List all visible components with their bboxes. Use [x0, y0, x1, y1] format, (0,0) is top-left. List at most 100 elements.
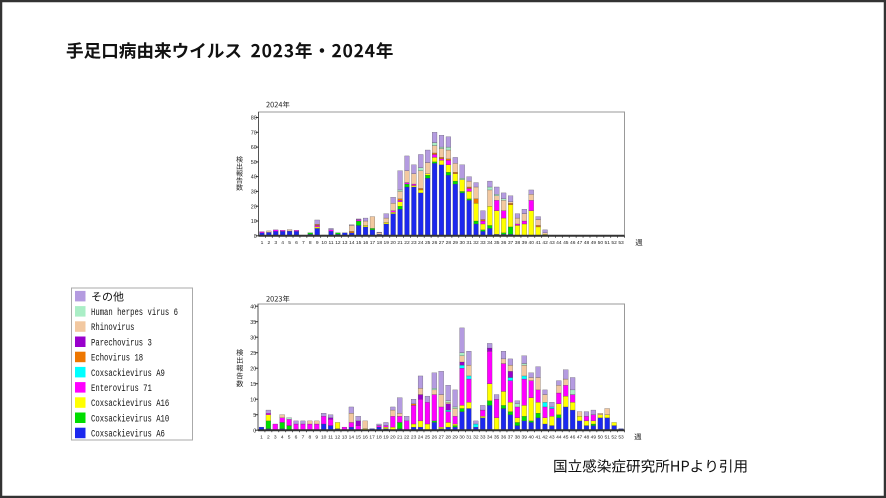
svg-text:18: 18: [377, 240, 383, 246]
svg-text:60: 60: [251, 145, 257, 151]
svg-text:19: 19: [383, 435, 389, 441]
svg-text:36: 36: [501, 240, 507, 246]
svg-text:52: 52: [611, 435, 617, 441]
svg-text:13: 13: [342, 435, 348, 441]
svg-text:15: 15: [356, 240, 362, 246]
svg-text:12: 12: [335, 240, 341, 246]
svg-text:39: 39: [522, 435, 528, 441]
svg-text:40: 40: [250, 304, 256, 310]
svg-text:26: 26: [432, 240, 438, 246]
svg-text:80: 80: [251, 116, 257, 122]
svg-text:Parechovirus 3: Parechovirus 3: [91, 337, 152, 348]
svg-text:10: 10: [250, 397, 256, 403]
svg-text:Rhinovirus: Rhinovirus: [91, 322, 134, 333]
svg-text:19: 19: [384, 240, 390, 246]
svg-text:34: 34: [487, 435, 493, 441]
svg-text:23: 23: [411, 240, 417, 246]
svg-text:2: 2: [267, 435, 270, 441]
svg-text:Human herpes virus 6: Human herpes virus 6: [91, 307, 178, 318]
svg-text:47: 47: [577, 240, 583, 246]
svg-text:50: 50: [251, 160, 257, 166]
svg-text:48: 48: [584, 435, 590, 441]
svg-text:27: 27: [439, 435, 445, 441]
svg-text:28: 28: [446, 240, 452, 246]
svg-text:35: 35: [494, 435, 500, 441]
svg-text:40: 40: [528, 435, 534, 441]
svg-text:1: 1: [261, 240, 264, 246]
svg-text:44: 44: [556, 240, 562, 246]
svg-text:5: 5: [288, 240, 291, 246]
svg-text:31: 31: [466, 435, 472, 441]
svg-text:29: 29: [452, 435, 458, 441]
svg-text:2: 2: [267, 240, 270, 246]
svg-text:20: 20: [251, 204, 257, 210]
svg-text:10: 10: [251, 219, 257, 225]
svg-text:25: 25: [425, 240, 431, 246]
svg-text:29: 29: [453, 240, 459, 246]
svg-text:20: 20: [390, 435, 396, 441]
svg-text:36: 36: [501, 435, 507, 441]
svg-text:14: 14: [349, 435, 355, 441]
svg-text:8: 8: [309, 240, 312, 246]
svg-text:18: 18: [376, 435, 382, 441]
svg-text:45: 45: [563, 435, 569, 441]
svg-text:16: 16: [362, 435, 368, 441]
svg-text:3: 3: [274, 435, 277, 441]
svg-text:33: 33: [480, 240, 486, 246]
svg-text:30: 30: [459, 435, 465, 441]
svg-text:30: 30: [459, 240, 465, 246]
svg-text:45: 45: [563, 240, 569, 246]
svg-text:11: 11: [328, 240, 333, 246]
svg-text:31: 31: [466, 240, 472, 246]
svg-text:23: 23: [411, 435, 417, 441]
svg-text:Coxsackievirus A16: Coxsackievirus A16: [91, 398, 169, 409]
svg-text:70: 70: [251, 130, 257, 136]
svg-text:38: 38: [515, 240, 521, 246]
svg-text:8: 8: [308, 435, 311, 441]
svg-text:1: 1: [260, 435, 263, 441]
svg-text:6: 6: [295, 435, 298, 441]
svg-text:42: 42: [542, 240, 548, 246]
svg-text:10: 10: [321, 435, 327, 441]
svg-text:35: 35: [494, 240, 500, 246]
svg-text:24: 24: [418, 240, 424, 246]
svg-text:41: 41: [535, 435, 541, 441]
svg-text:16: 16: [363, 240, 369, 246]
svg-text:40: 40: [251, 175, 257, 181]
svg-text:Coxsackievirus A6: Coxsackievirus A6: [91, 429, 165, 440]
svg-text:51: 51: [604, 435, 610, 441]
svg-text:47: 47: [577, 435, 583, 441]
svg-text:22: 22: [404, 240, 410, 246]
svg-text:50: 50: [598, 435, 604, 441]
svg-text:26: 26: [432, 435, 438, 441]
svg-text:27: 27: [439, 240, 445, 246]
svg-text:30: 30: [251, 190, 257, 196]
svg-text:25: 25: [250, 351, 256, 357]
svg-text:15: 15: [250, 382, 256, 388]
svg-text:9: 9: [315, 435, 318, 441]
svg-text:40: 40: [529, 240, 535, 246]
svg-text:13: 13: [342, 240, 348, 246]
svg-text:39: 39: [522, 240, 528, 246]
svg-text:33: 33: [480, 435, 486, 441]
svg-text:6: 6: [295, 240, 298, 246]
svg-text:41: 41: [535, 240, 541, 246]
svg-text:22: 22: [404, 435, 410, 441]
svg-text:17: 17: [369, 435, 375, 441]
svg-text:24: 24: [418, 435, 424, 441]
svg-text:0: 0: [254, 234, 257, 240]
svg-text:7: 7: [302, 240, 305, 246]
svg-text:Enterovirus 71: Enterovirus 71: [91, 383, 152, 394]
svg-text:34: 34: [487, 240, 493, 246]
svg-text:4: 4: [281, 240, 284, 246]
svg-text:4: 4: [281, 435, 284, 441]
svg-text:35: 35: [250, 320, 256, 326]
svg-text:9: 9: [316, 240, 319, 246]
svg-text:32: 32: [473, 240, 479, 246]
svg-text:43: 43: [549, 435, 555, 441]
svg-text:28: 28: [445, 435, 451, 441]
svg-text:49: 49: [591, 435, 597, 441]
svg-text:14: 14: [349, 240, 355, 246]
svg-text:5: 5: [253, 413, 256, 419]
svg-text:Coxsackievirus A9: Coxsackievirus A9: [91, 368, 165, 379]
